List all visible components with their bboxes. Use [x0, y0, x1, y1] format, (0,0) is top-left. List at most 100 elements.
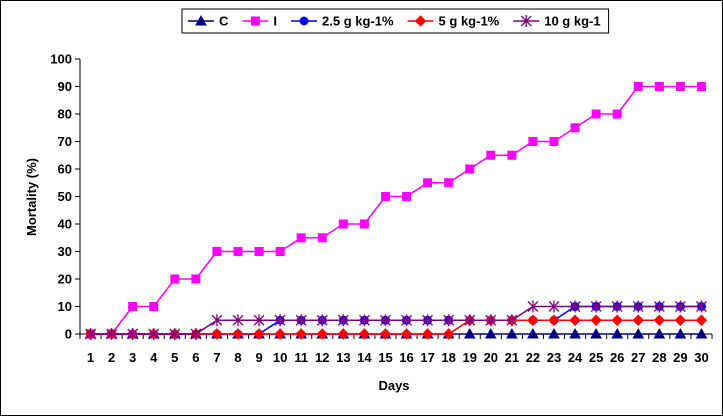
data-point	[675, 82, 685, 91]
data-point	[612, 109, 622, 119]
legend-label: I	[273, 14, 277, 29]
x-tick-label: 18	[441, 350, 455, 365]
data-point	[590, 300, 602, 313]
data-point	[465, 164, 475, 174]
x-tick-label: 7	[213, 350, 220, 365]
data-point	[590, 327, 602, 339]
data-point	[401, 314, 412, 327]
data-point	[211, 328, 223, 340]
data-point	[674, 300, 686, 313]
x-tick-label: 19	[462, 350, 476, 365]
data-point	[253, 314, 265, 327]
data-point	[402, 192, 412, 201]
data-point	[569, 327, 581, 339]
data-point	[232, 314, 244, 327]
data-point	[380, 314, 391, 327]
data-point	[653, 300, 665, 313]
y-tick-label: 20	[58, 272, 72, 287]
data-point	[422, 314, 434, 327]
series-line	[90, 85, 702, 335]
legend-item: C	[188, 14, 229, 29]
data-point	[548, 314, 560, 326]
data-point	[632, 300, 644, 313]
data-point	[528, 137, 538, 146]
data-point	[338, 219, 348, 229]
data-point	[590, 314, 602, 326]
data-point	[569, 314, 581, 326]
data-point	[507, 150, 517, 160]
data-point	[506, 314, 518, 327]
y-axis-label: Mortality (%)	[24, 158, 39, 236]
x-tick-label: 14	[357, 350, 372, 365]
legend-label: 10 g kg-1	[544, 14, 600, 29]
data-point	[170, 274, 180, 284]
x-tick-label: 20	[484, 350, 498, 365]
legend-label: C	[219, 14, 229, 29]
data-point	[106, 328, 118, 340]
series-line	[90, 319, 702, 335]
x-tick-label: 6	[192, 350, 199, 365]
legend-marker	[250, 16, 260, 26]
data-point	[674, 327, 687, 339]
x-tick-label: 3	[129, 350, 136, 365]
x-tick-label: 2	[108, 350, 115, 365]
data-point	[696, 82, 706, 91]
data-point	[191, 274, 201, 284]
legend-label: 5 g kg-1%	[439, 14, 500, 29]
data-point	[317, 233, 327, 243]
data-point	[169, 328, 181, 340]
data-point	[443, 314, 455, 327]
x-tick-label: 21	[505, 350, 519, 365]
x-tick-label: 25	[589, 350, 603, 365]
x-tick-label: 8	[234, 350, 241, 365]
data-point	[549, 137, 559, 146]
x-tick-label: 10	[273, 350, 287, 365]
data-point	[358, 314, 370, 327]
y-tick-label: 90	[58, 79, 72, 94]
series-4	[85, 300, 707, 340]
data-point	[274, 328, 286, 340]
x-axis-label: Days	[378, 378, 409, 393]
data-point	[423, 178, 433, 188]
x-tick-label: 12	[315, 350, 329, 365]
x-tick-label: 22	[526, 350, 540, 365]
data-point	[128, 302, 138, 311]
data-point	[296, 233, 306, 243]
legend-item: 2.5 g kg-1%	[291, 14, 394, 29]
data-point	[506, 327, 518, 339]
data-point	[548, 327, 560, 339]
data-point	[569, 300, 581, 313]
legend-marker	[299, 16, 309, 26]
data-point	[316, 328, 328, 340]
data-point	[674, 314, 687, 326]
data-point	[486, 150, 496, 160]
data-point	[653, 327, 666, 339]
x-tick-label: 16	[399, 350, 413, 365]
data-point	[212, 247, 222, 256]
y-tick-label: 80	[58, 107, 72, 122]
data-point	[233, 247, 243, 256]
data-point	[85, 328, 96, 340]
data-point	[358, 328, 371, 340]
series-layer	[84, 82, 708, 340]
data-point	[274, 314, 286, 327]
x-tick-label: 27	[631, 350, 645, 365]
data-point	[696, 300, 707, 313]
data-point	[253, 328, 265, 340]
data-point	[359, 219, 369, 229]
x-tick-label: 9	[255, 350, 262, 365]
data-point	[463, 327, 476, 339]
series-line	[90, 305, 702, 335]
data-point	[127, 328, 139, 340]
x-tick-label: 29	[673, 350, 687, 365]
data-point	[380, 192, 390, 201]
data-point	[316, 314, 328, 327]
data-point	[149, 302, 159, 311]
y-tick-label: 50	[58, 189, 72, 204]
x-tick-label: 17	[420, 350, 434, 365]
legend-marker	[195, 14, 207, 26]
data-point	[632, 327, 645, 339]
legend-item: 5 g kg-1%	[407, 14, 500, 29]
